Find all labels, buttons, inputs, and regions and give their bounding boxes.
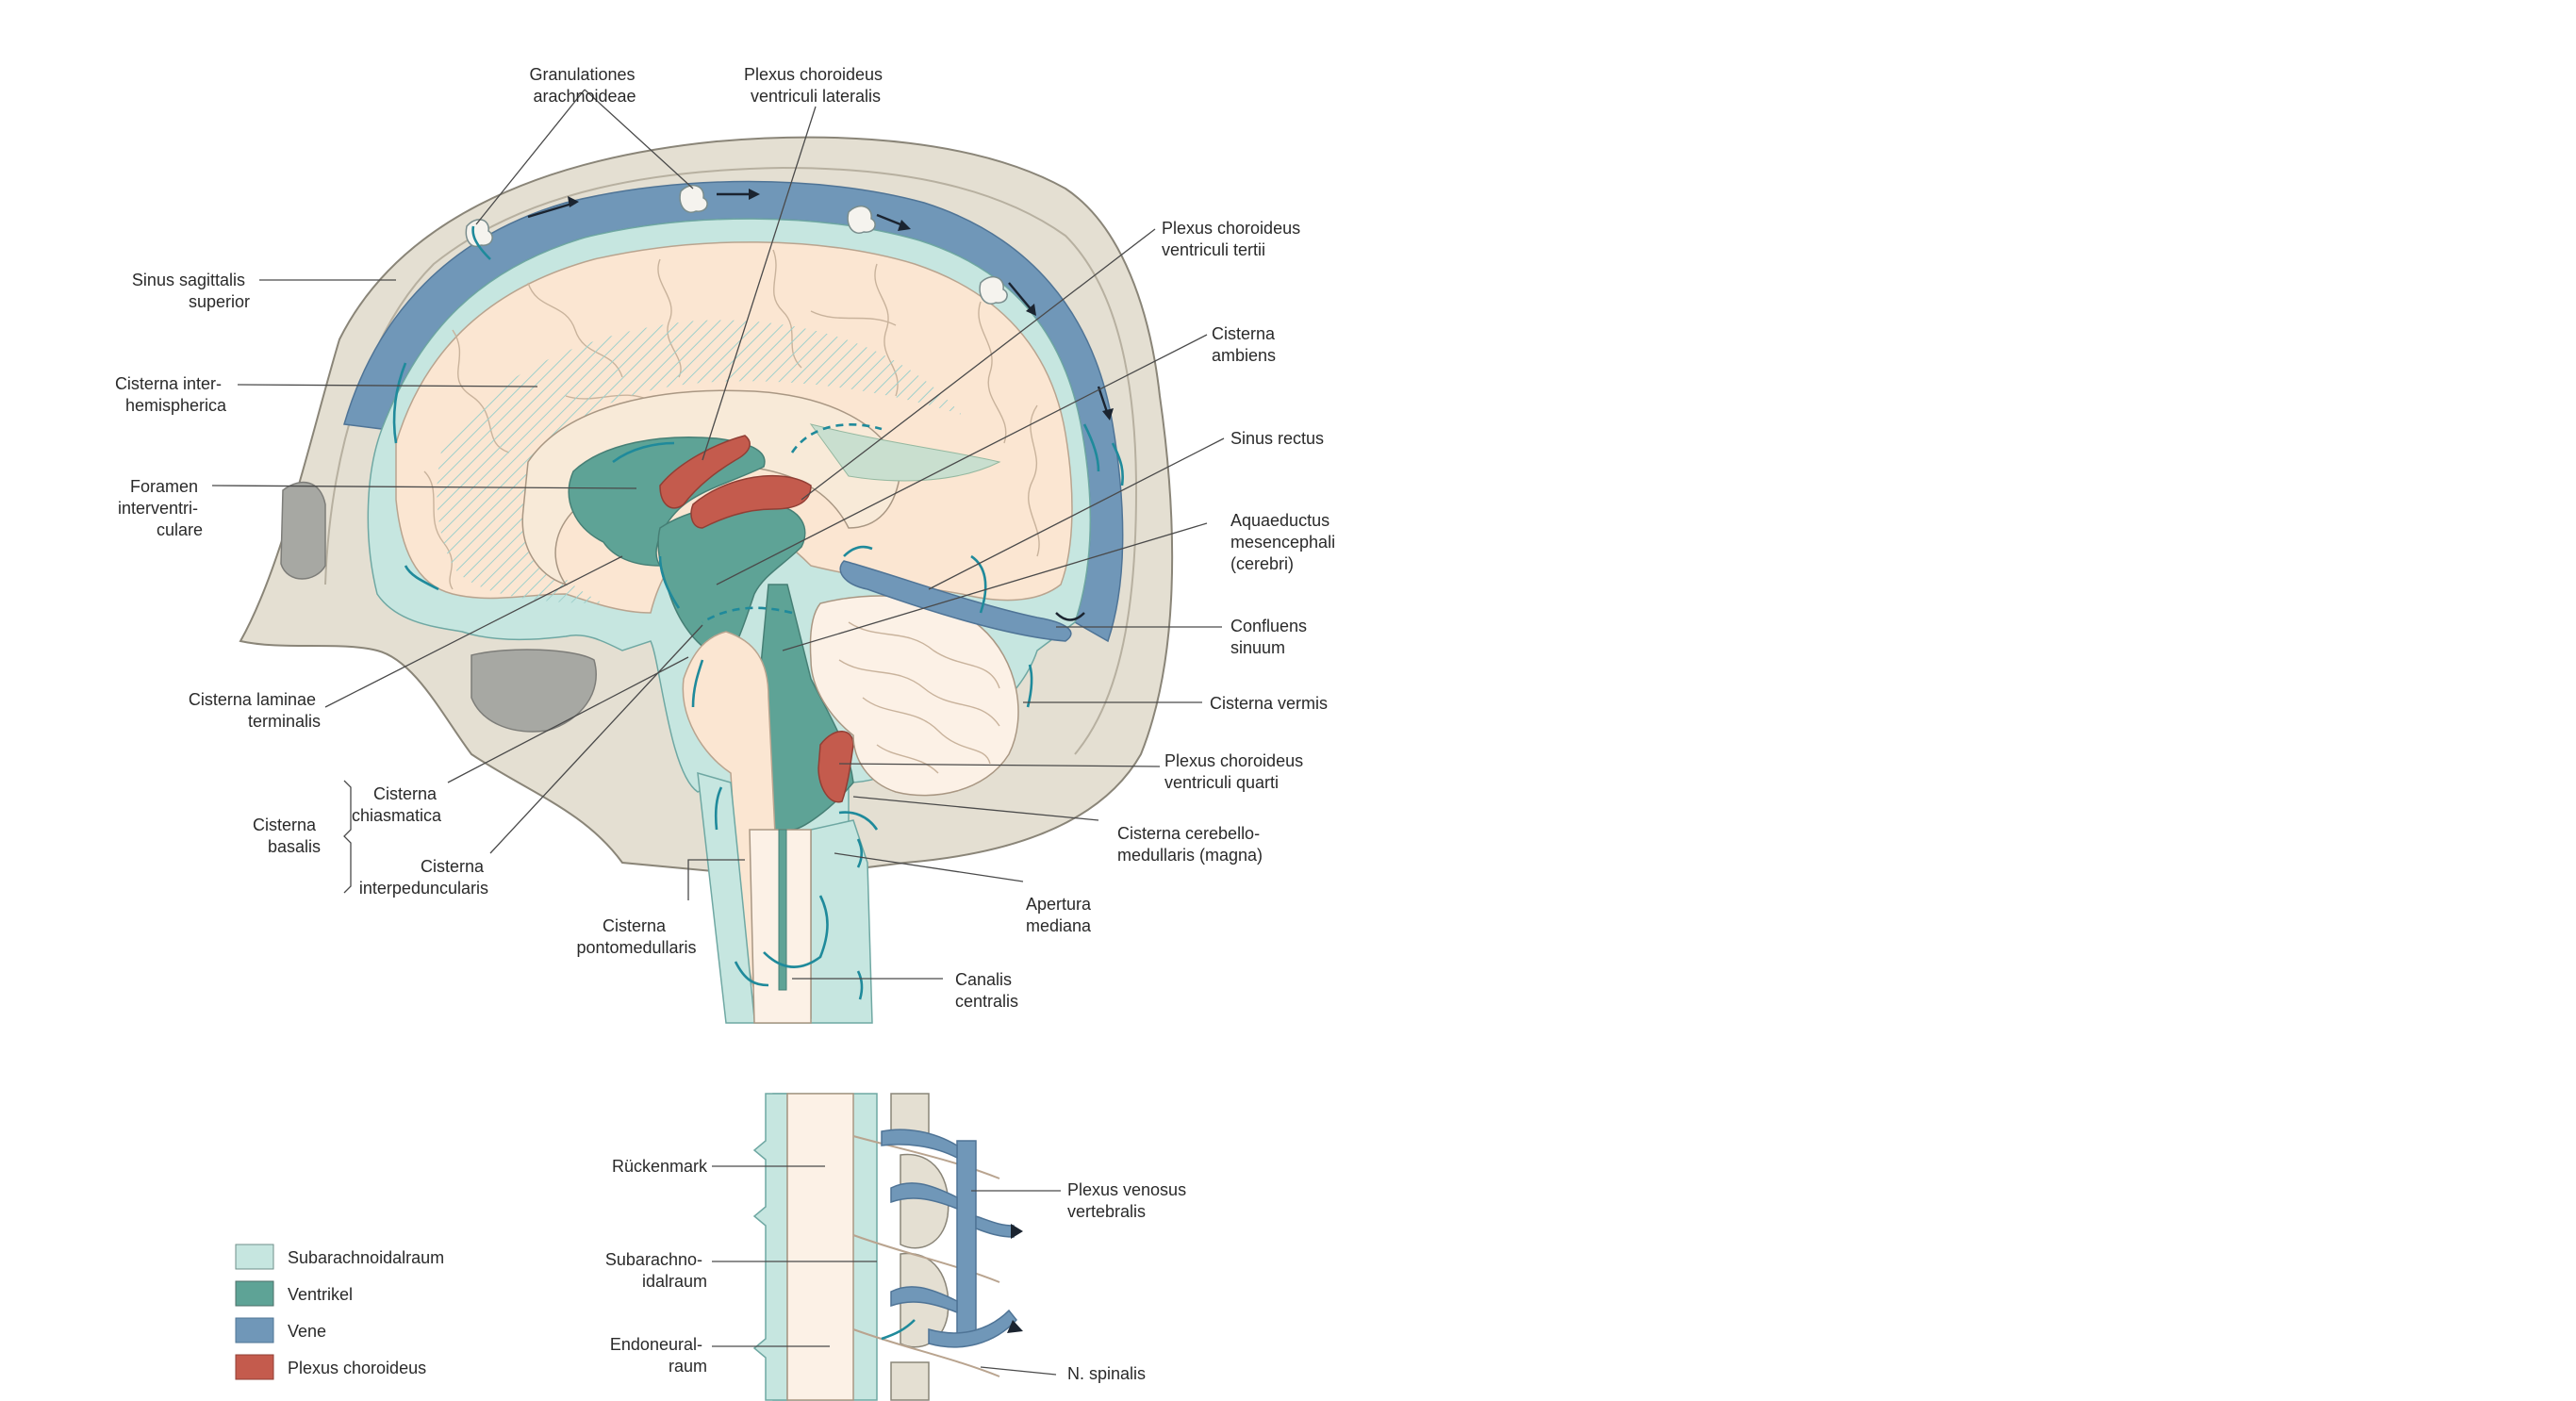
label-n-spinalis: N. spinalis (1067, 1364, 1146, 1383)
label-cisterna-magna: Cisterna cerebello- medullaris (magna) (1117, 824, 1264, 865)
sinus-rectus (839, 560, 1072, 642)
label-rueckenmark: Rückenmark (612, 1157, 708, 1176)
legend-swatch (235, 1244, 274, 1270)
venous-branch-3 (890, 1286, 958, 1314)
label-pontomedullaris: Cisterna pontomedullaris (576, 916, 696, 957)
plexus-venosus-vertebralis (956, 1140, 977, 1340)
legend-label: Plexus choroideus (288, 1359, 426, 1377)
spinal-subarachnoid-upper (697, 771, 873, 1024)
label-canalis: Canalis centralis (955, 970, 1018, 1011)
frontal-sinus (280, 481, 326, 580)
label-laminae: Cisterna laminae terminalis (189, 690, 321, 731)
label-interhemispherica: Cisterna inter- hemispherica (115, 374, 227, 415)
spinal-dura-left (752, 1093, 788, 1401)
legend-swatch (235, 1317, 274, 1343)
central-canal-upper (778, 829, 787, 991)
venous-branch-5 (975, 1214, 1015, 1238)
spine-detail (752, 1093, 1023, 1401)
venous-branch-4 (928, 1309, 1017, 1348)
venous-branch-2 (890, 1182, 958, 1211)
cisterna-interhemispherica-region (437, 320, 962, 603)
venous-arrow-1 (1011, 1224, 1023, 1239)
legend-item-subarachnoidalraum: Subarachnoidalraum (235, 1244, 444, 1270)
vertebra-2 (900, 1153, 949, 1249)
label-plexus-tertii: Plexus choroideus ventriculi tertii (1162, 219, 1305, 259)
label-foramen: Foramen interventri- culare (118, 477, 203, 539)
legend-item-ventrikel: Ventrikel (235, 1280, 353, 1307)
skull-inner-edge (324, 166, 1138, 755)
sphenoid-sinus (471, 649, 597, 733)
legend-swatch (235, 1354, 274, 1380)
nerve-root-3 (852, 1328, 1000, 1377)
legend-label: Subarachnoidalraum (288, 1248, 444, 1267)
fornix (809, 423, 1001, 482)
label-plexus-venosus: Plexus venosus vertebralis (1067, 1180, 1191, 1221)
venous-branch-1 (881, 1129, 958, 1160)
venous-arrow-2 (1007, 1320, 1023, 1333)
venous-flow-arrows (527, 189, 1114, 621)
label-sinus-rectus: Sinus rectus (1230, 429, 1324, 448)
label-chiasmatica: Cisterna chiasmatica (352, 784, 442, 825)
nerve-root-2 (852, 1234, 1000, 1283)
legend-item-vene: Vene (235, 1317, 326, 1343)
label-endoneuralraum: Endoneural- raum (610, 1335, 707, 1376)
spinal-cord-lower (786, 1093, 854, 1401)
label-apertura: Apertura mediana (1026, 895, 1096, 935)
label-confluens: Confluens sinuum (1230, 617, 1312, 657)
label-cisterna-vermis: Cisterna vermis (1210, 694, 1328, 713)
label-granulationes: Granulationes arachnoideae (529, 65, 639, 106)
label-plexus-lateralis: Plexus choroideus ventriculi lateralis (744, 65, 887, 106)
legend-label: Vene (288, 1322, 326, 1341)
cerebellum-folia (838, 621, 1000, 774)
vertebra-4 (890, 1361, 930, 1401)
legend-item-plexus-choroideus: Plexus choroideus (235, 1354, 426, 1380)
leader-lines (211, 89, 1225, 1376)
granulationes-arachnoideae (465, 184, 1008, 305)
plexus-choroideus-ventriculi-quarti (817, 731, 854, 803)
head-sagittal-section (239, 136, 1174, 1024)
legend: Subarachnoidalraum Ventrikel Vene Plexus… (235, 1244, 444, 1380)
label-plexus-quarti: Plexus choroideus ventriculi quarti (1164, 751, 1308, 792)
labels: Granulationes arachnoideae Plexus choroi… (115, 65, 1340, 1383)
csf-flow-arrows (392, 225, 1124, 1000)
label-interpeduncularis: Cisterna interpeduncularis (359, 857, 488, 898)
label-sinus-sagittalis: Sinus sagittalis superior (132, 271, 250, 311)
label-basalis: Cisterna basalis (253, 816, 321, 856)
label-cisterna-ambiens: Cisterna ambiens (1212, 324, 1280, 365)
plexus-choroideus-ventriculi-tertii (690, 474, 812, 529)
label-subarachnoidalraum-spine: Subarachno- idalraum (605, 1250, 707, 1291)
legend-swatch (235, 1280, 274, 1307)
legend-label: Ventrikel (288, 1285, 353, 1304)
csf-arrow-spine (881, 1319, 916, 1341)
label-aquaeductus: Aquaeductus mesencephali (cerebri) (1230, 511, 1340, 573)
nerve-root-1 (852, 1135, 1000, 1179)
